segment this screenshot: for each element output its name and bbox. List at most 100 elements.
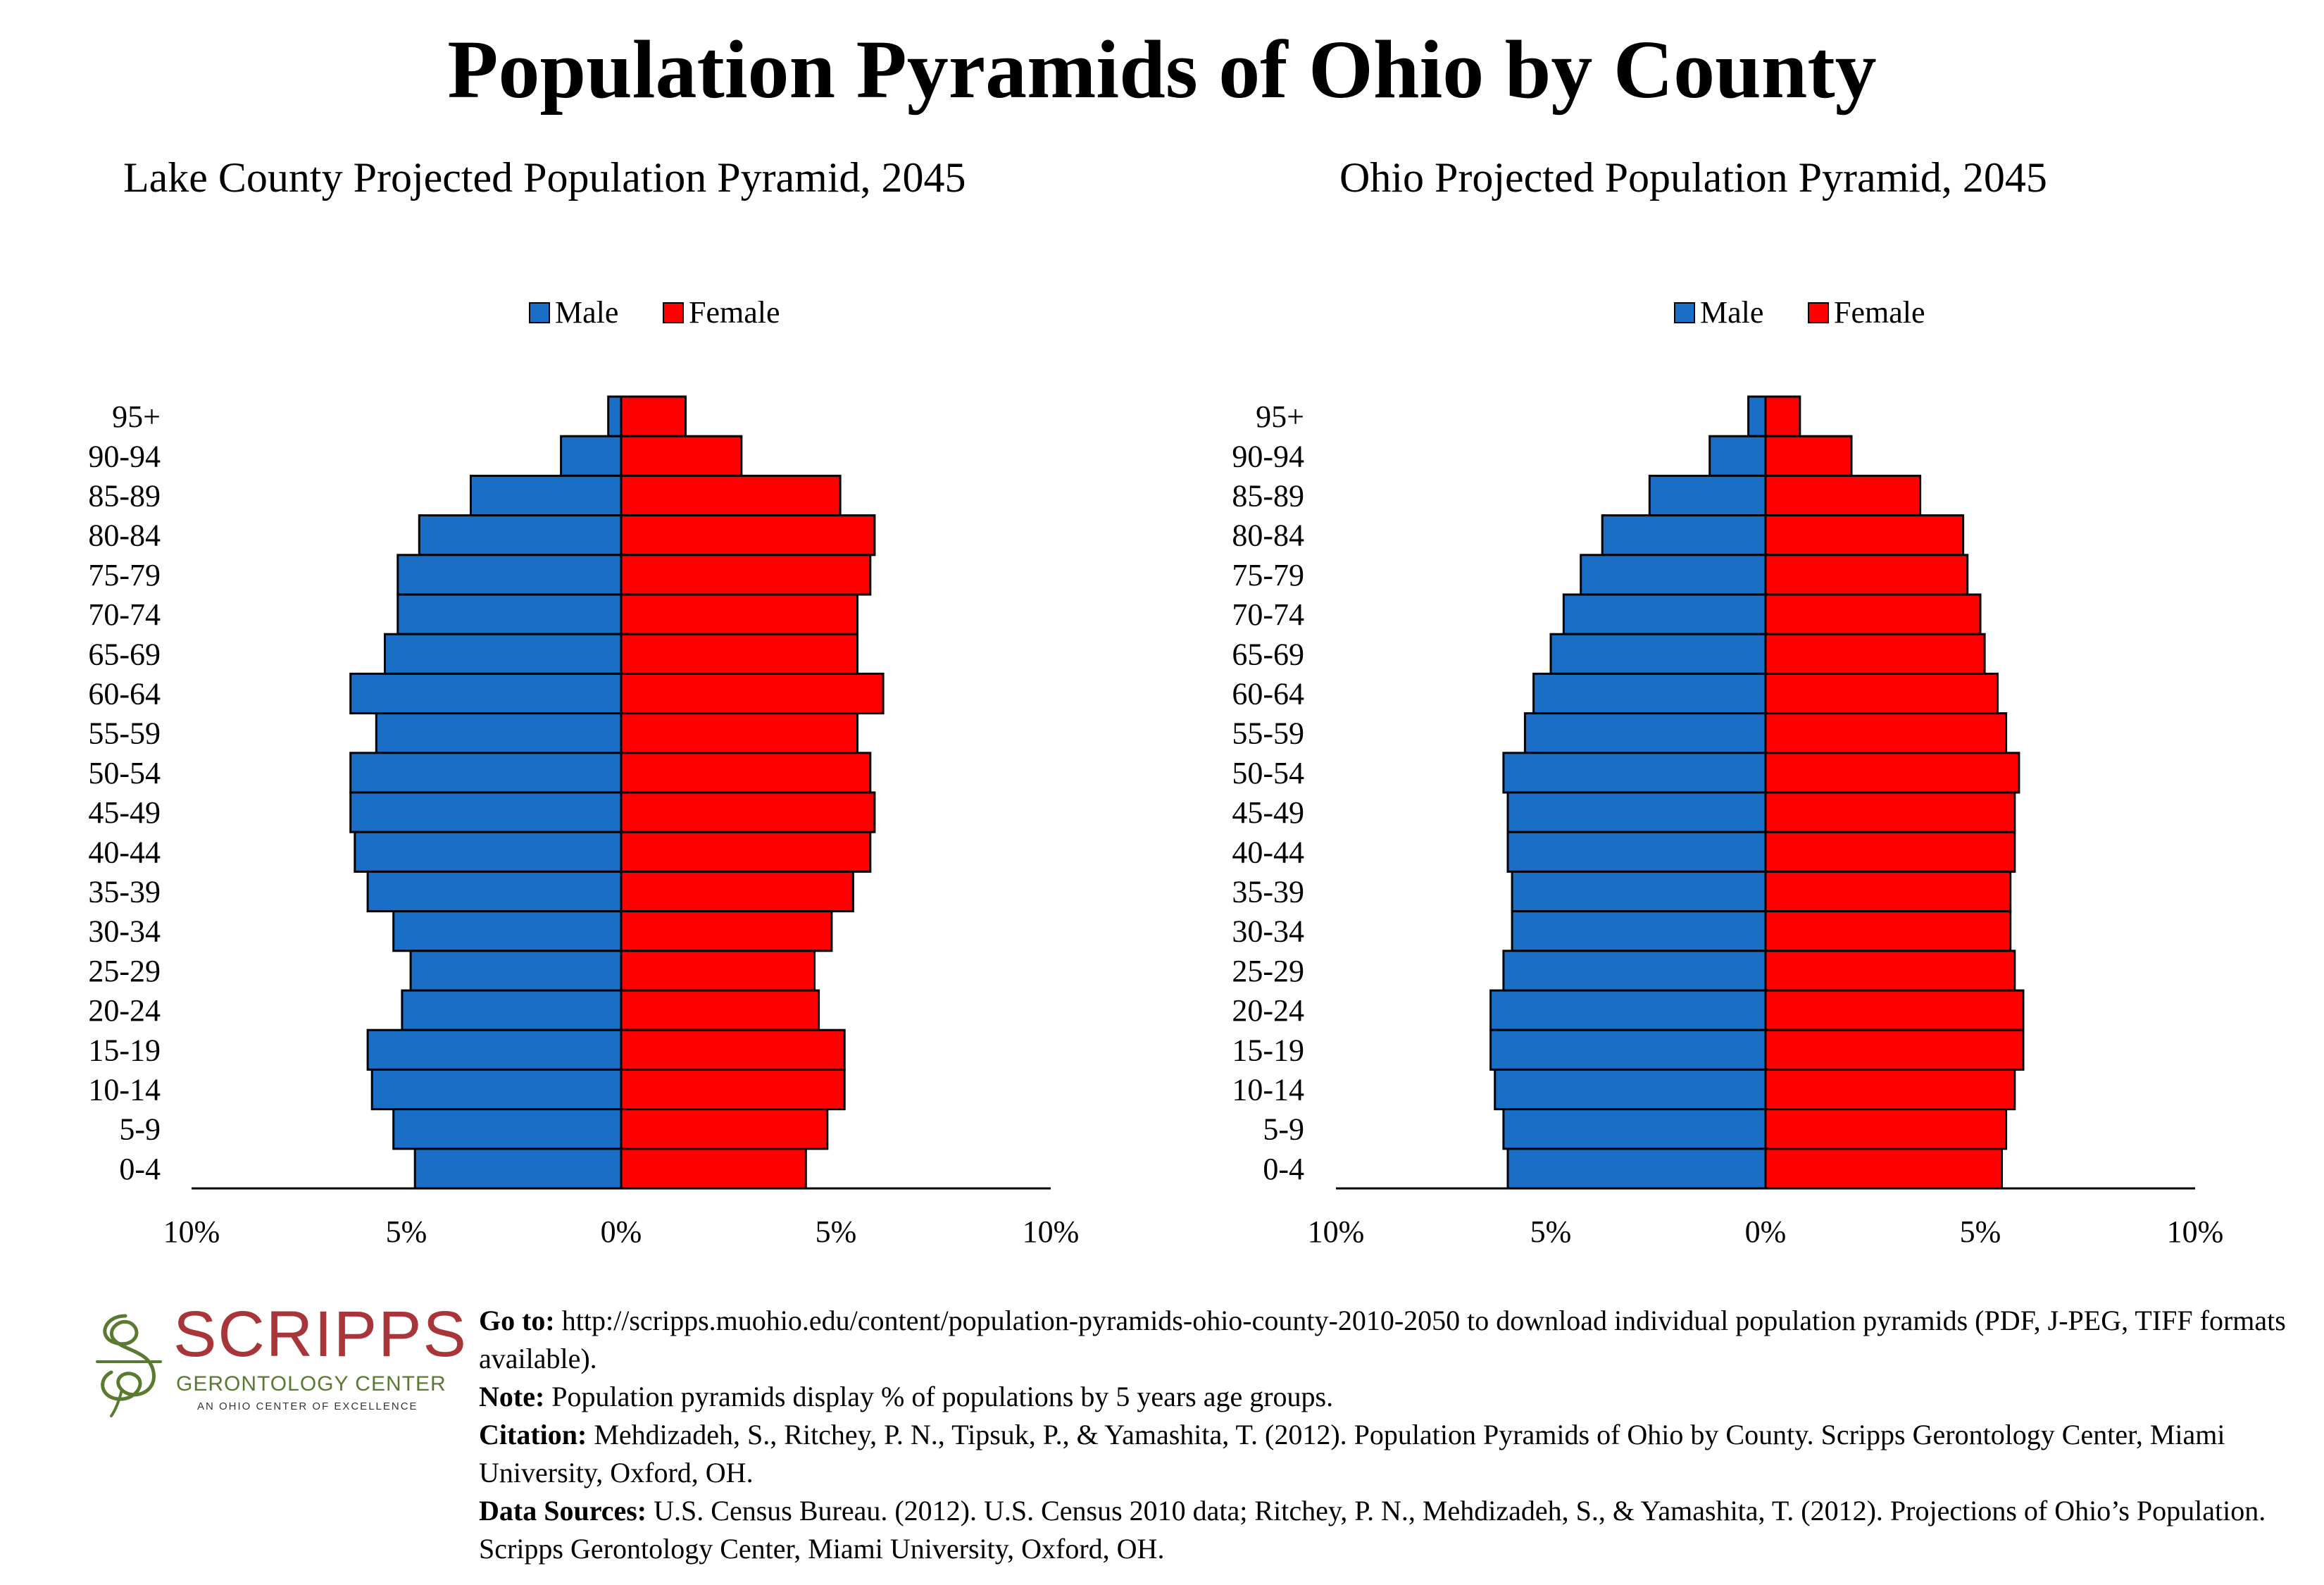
bar-male — [607, 395, 623, 437]
bar-male — [409, 950, 623, 992]
age-group-label: 60-64 — [1232, 677, 1304, 711]
age-group-label: 40-44 — [1232, 835, 1304, 869]
bar-female — [1764, 1108, 2008, 1150]
scripps-logo: SCRIPPS GERONTOLOGY CENTER AN OHIO CENTE… — [83, 1302, 466, 1422]
bar-female — [1764, 910, 2012, 952]
age-group-label: 5-9 — [1263, 1112, 1304, 1147]
bar-female — [620, 712, 858, 754]
bar-male — [1708, 435, 1767, 477]
note-text[interactable]: http://scripps.muohio.edu/content/popula… — [479, 1305, 2286, 1374]
charts-canvas: Lake County Projected Population Pyramid… — [88, 154, 2224, 1249]
age-group-label: 65-69 — [88, 637, 161, 671]
x-tick-label: 5% — [816, 1214, 857, 1249]
bar-male — [1648, 474, 1767, 517]
bar-female — [1764, 435, 1853, 477]
bar-male — [1511, 910, 1767, 952]
bar-female — [1764, 474, 1922, 517]
bar-female — [620, 1028, 846, 1071]
legend-swatch-male — [1674, 302, 1695, 323]
bar-male — [375, 712, 623, 754]
note-note: Note: Population pyramids display % of p… — [479, 1378, 2310, 1416]
bar-male — [370, 1068, 623, 1111]
legend-swatch-male — [529, 302, 550, 323]
legend-swatch-female — [1808, 302, 1829, 323]
bar-male — [1506, 1148, 1767, 1190]
bar-female — [620, 1068, 846, 1111]
age-group-label: 50-54 — [1232, 756, 1304, 790]
bar-female — [620, 435, 743, 477]
age-group-label: 45-49 — [1232, 795, 1304, 830]
age-group-label: 85-89 — [1232, 479, 1304, 514]
age-group-label: 90-94 — [1232, 439, 1304, 473]
bar-male — [349, 672, 623, 715]
logo-name: SCRIPPS — [173, 1298, 468, 1370]
bar-male — [366, 870, 623, 913]
legend-label-male: Male — [555, 295, 618, 330]
logo-subtitle: GERONTOLOGY CENTER — [176, 1372, 446, 1396]
note-text: Population pyramids display % of populat… — [544, 1381, 1334, 1412]
notes-block: Go to: http://scripps.muohio.edu/content… — [479, 1302, 2310, 1568]
swirl-icon — [96, 1314, 162, 1417]
bar-male — [418, 514, 623, 557]
bar-female — [1764, 514, 1965, 557]
legend-label-male: Male — [1700, 295, 1763, 330]
x-tick-label: 10% — [163, 1214, 220, 1249]
age-group-label: 20-24 — [88, 993, 161, 1028]
bar-male — [384, 633, 623, 675]
age-group-label: 60-64 — [88, 677, 161, 711]
bar-female — [620, 831, 872, 873]
bar-female — [1764, 1148, 2003, 1190]
bar-male — [1506, 831, 1767, 873]
age-group-label: 55-59 — [1232, 716, 1304, 751]
bar-male — [392, 1108, 623, 1150]
bar-female — [620, 395, 687, 437]
note-label: Note: — [479, 1381, 545, 1412]
bar-female — [620, 910, 833, 952]
bar-male — [1523, 712, 1767, 754]
note-citation: Citation: Mehdizadeh, S., Ritchey, P. N.… — [479, 1416, 2310, 1492]
bar-male — [470, 474, 623, 517]
bar-male — [1502, 1108, 1767, 1150]
bar-male — [354, 831, 623, 873]
x-tick-label: 10% — [2167, 1214, 2224, 1249]
bar-female — [620, 672, 885, 715]
bar-female — [620, 633, 858, 675]
bar-male — [401, 989, 623, 1031]
x-tick-label: 5% — [386, 1214, 427, 1249]
age-group-label: 0-4 — [119, 1152, 161, 1186]
bar-male — [1489, 1028, 1767, 1071]
x-tick-label: 5% — [1960, 1214, 2001, 1249]
note-label: Citation: — [479, 1419, 587, 1450]
x-tick-label: 0% — [1745, 1214, 1787, 1249]
bar-female — [620, 870, 854, 913]
bar-female — [1764, 712, 2008, 754]
age-group-label: 35-39 — [1232, 875, 1304, 909]
bar-female — [1764, 554, 1969, 596]
bar-male — [1580, 554, 1767, 596]
bar-male — [1502, 752, 1767, 794]
age-group-label: 45-49 — [88, 795, 161, 830]
bar-female — [1764, 950, 2016, 992]
bar-female — [620, 1108, 829, 1150]
page-title: Population Pyramids of Ohio by County — [447, 23, 1877, 116]
age-group-label: 70-74 — [88, 597, 161, 632]
age-group-label: 15-19 — [1232, 1033, 1304, 1067]
bar-female — [620, 514, 876, 557]
bar-male — [1601, 514, 1767, 557]
age-group-label: 25-29 — [88, 954, 161, 988]
age-group-label: 70-74 — [1232, 597, 1304, 632]
bar-male — [560, 435, 623, 477]
bar-male — [366, 1028, 623, 1071]
bar-male — [1747, 395, 1767, 437]
age-group-label: 40-44 — [88, 835, 161, 869]
pyramid-charts: Lake County Projected Population Pyramid… — [88, 154, 2224, 1249]
bar-female — [620, 1148, 807, 1190]
bar-female — [1764, 633, 1986, 675]
bar-male — [413, 1148, 623, 1190]
note-text: U.S. Census Bureau. (2012). U.S. Census … — [479, 1495, 2266, 1565]
x-tick-label: 5% — [1530, 1214, 1572, 1249]
note-data-sources: Data Sources: U.S. Census Bureau. (2012)… — [479, 1492, 2310, 1568]
bar-female — [620, 554, 872, 596]
age-group-label: 80-84 — [88, 518, 161, 553]
age-group-label: 15-19 — [88, 1033, 161, 1067]
